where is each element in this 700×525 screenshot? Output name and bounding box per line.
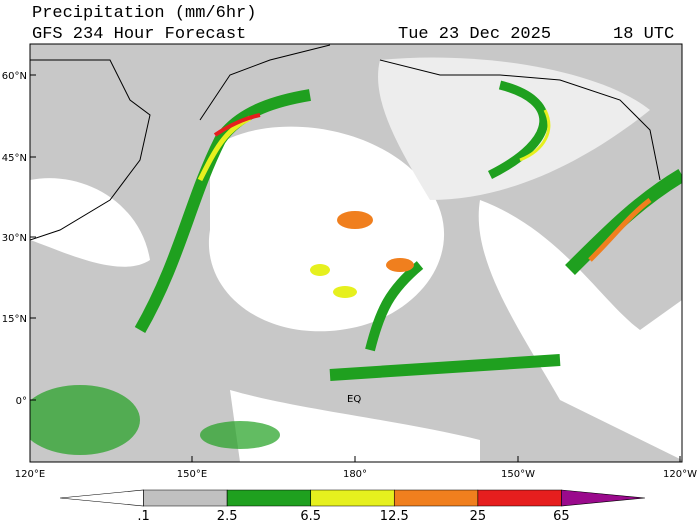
dry-area (478, 200, 682, 460)
colorbar-segment (393, 489, 479, 507)
rain-band (565, 168, 682, 275)
colorbar-segment (477, 489, 562, 507)
map: EQ (29, 43, 683, 463)
dry-area (230, 390, 480, 462)
lat-label: 60°N (2, 71, 27, 82)
colorbar-label: 12.5 (380, 509, 409, 524)
lat-label: 0° (16, 396, 27, 407)
colorbar-label: 65 (553, 509, 570, 524)
coastline (199, 44, 331, 121)
rain-cell (333, 286, 357, 298)
rain-band (329, 354, 561, 381)
lon-label: 150°W (501, 469, 535, 480)
equator-label: EQ (347, 394, 361, 405)
rain-band (487, 80, 549, 180)
map-frame (29, 43, 683, 463)
rain-cell (310, 264, 330, 276)
rain-cell (337, 211, 373, 229)
rain-band (519, 109, 551, 162)
colorbar-label: 6.5 (300, 509, 321, 524)
lon-label: 120°E (15, 469, 45, 480)
colorbar-label: 25 (470, 509, 487, 524)
rain-cell (200, 421, 280, 449)
rain-cell (30, 385, 140, 455)
valid-time: 18 UTC (613, 25, 674, 44)
lat-label: 45°N (2, 153, 27, 164)
rain-band (365, 261, 424, 352)
dry-area (30, 178, 150, 267)
colorbar-label: .1 (137, 509, 149, 524)
colorbar-segment (561, 489, 646, 507)
colorbar-segment (59, 489, 144, 507)
lon-label: 150°E (177, 469, 207, 480)
colorbar-segment (143, 489, 228, 507)
subtitle: GFS 234 Hour Forecast (32, 25, 246, 44)
valid-date: Tue 23 Dec 2025 (398, 25, 551, 44)
coastline (30, 59, 151, 241)
rain-band (588, 198, 652, 262)
axes: 60°N 45°N 30°N 15°N 0° 120°E 150°E 180° 150°W 120… (2, 71, 697, 480)
colorbar-segment (310, 489, 395, 507)
colorbar-label: 2.5 (217, 509, 238, 524)
lon-label: 180° (343, 469, 367, 480)
dry-area (378, 57, 650, 200)
colorbar: .1 2.5 6.5 12.5 25 65 (59, 489, 646, 524)
coastline (379, 59, 661, 181)
rain-cell (386, 258, 414, 272)
lon-label: 120°W (663, 469, 697, 480)
lat-label: 15°N (2, 314, 27, 325)
lat-label: 30°N (2, 233, 27, 244)
title: Precipitation (mm/6hr) (32, 4, 256, 23)
rain-band (213, 113, 261, 137)
colorbar-segment (226, 489, 312, 507)
dry-area (208, 126, 445, 332)
